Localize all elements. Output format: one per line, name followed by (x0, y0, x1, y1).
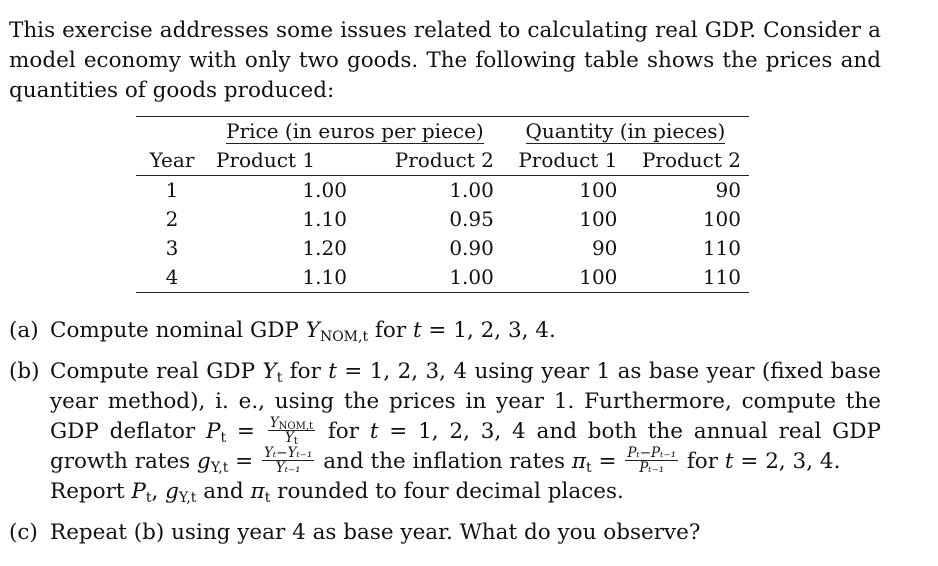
cell-quantity-product-2: 90 (715, 178, 741, 202)
part-b-label: (b) (9, 359, 40, 384)
inflation-rate-fraction: Pₜ−Pₜ₋₁ Pₜ₋₁ (625, 444, 679, 476)
col-header-year: Year (136, 146, 208, 176)
part-b-text: Compute real GDP Yt for t = 1, 2, 3, 4 u… (50, 359, 882, 476)
part-c: (c) Repeat (b) using year 4 as base year… (9, 518, 881, 548)
price-quantity-table-wrapper: Price (in euros per piece) Quantity (in … (136, 116, 749, 293)
cell-year: 4 (136, 263, 208, 293)
question-parts: (a) Compute nominal GDP YNOM,t for t = 1… (9, 316, 881, 548)
part-c-label: (c) (9, 520, 38, 545)
cell-year: 1 (165, 178, 179, 202)
price-quantity-table: Price (in euros per piece) Quantity (in … (136, 116, 749, 293)
table-row: 3 1.20 0.90 90 110 (136, 234, 749, 263)
cell-quantity-product-2: 100 (702, 207, 741, 231)
cell-quantity-product-1: 100 (579, 178, 618, 202)
cell-price-product-2: 1.00 (354, 263, 502, 293)
group-header-quantity-label: Quantity (in pieces) (525, 119, 726, 144)
table-column-header-row: Year Product 1 Product 2 Product 1 Produ… (136, 146, 749, 176)
col-header-quantity-product-1: Product 1 (501, 146, 626, 176)
cell-price-product-1: 1.10 (208, 263, 355, 293)
table-row: 2 1.10 0.95 100 100 (136, 205, 749, 234)
part-b-report-line: Report Pt, gY,t and πt rounded to four d… (50, 479, 624, 506)
cell-price-product-2: 0.95 (449, 207, 494, 231)
cell-quantity-product-2: 110 (625, 263, 749, 293)
deflator-fraction: YNOM,t Yt (267, 414, 316, 447)
cell-quantity-product-1: 100 (501, 263, 626, 293)
cell-year: 3 (165, 236, 179, 260)
col-header-quantity-product-2: Product 2 (625, 146, 749, 176)
cell-price-product-1: 1.20 (302, 236, 347, 260)
cell-quantity-product-2: 110 (702, 236, 741, 260)
part-a-label: (a) (9, 318, 39, 343)
intro-paragraph: This exercise addresses some issues rela… (9, 18, 881, 103)
group-header-price-label: Price (in euros per piece) (226, 119, 484, 144)
cell-price-product-1: 1.00 (302, 178, 347, 202)
group-header-quantity: Quantity (in pieces) (501, 116, 749, 146)
part-c-text: Repeat (b) using year 4 as base year. Wh… (50, 520, 701, 545)
table-group-header-row: Price (in euros per piece) Quantity (in … (136, 116, 749, 146)
cell-price-product-2: 1.00 (449, 178, 494, 202)
col-header-price-product-1: Product 1 (208, 146, 355, 176)
cell-price-product-2: 0.90 (449, 236, 494, 260)
cell-quantity-product-1: 90 (591, 236, 618, 260)
table-row: 1 1.00 1.00 100 90 (136, 176, 749, 206)
col-header-price-product-2: Product 2 (354, 146, 502, 176)
table-corner-cell (136, 116, 208, 146)
table-row: 4 1.10 1.00 100 110 (136, 263, 749, 293)
exercise-page: This exercise addresses some issues rela… (9, 16, 881, 545)
part-a-text: Compute nominal GDP YNOM,t for t = 1, 2,… (50, 318, 556, 345)
group-header-price: Price (in euros per piece) (208, 116, 502, 146)
part-b: (b) Compute real GDP Yt for t = 1, 2, 3,… (9, 357, 881, 507)
cell-price-product-1: 1.10 (302, 207, 347, 231)
part-a: (a) Compute nominal GDP YNOM,t for t = 1… (9, 316, 881, 346)
cell-year: 2 (165, 207, 179, 231)
growth-rate-fraction: Yₜ−Yₜ₋₁ Yₜ₋₁ (262, 444, 315, 476)
cell-quantity-product-1: 100 (579, 207, 618, 231)
